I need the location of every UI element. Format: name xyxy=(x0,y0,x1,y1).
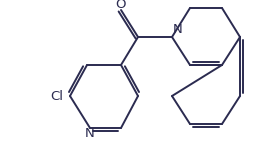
Text: O: O xyxy=(116,0,126,11)
Text: Cl: Cl xyxy=(50,89,63,103)
Text: N: N xyxy=(85,127,95,140)
Text: N: N xyxy=(173,23,183,36)
